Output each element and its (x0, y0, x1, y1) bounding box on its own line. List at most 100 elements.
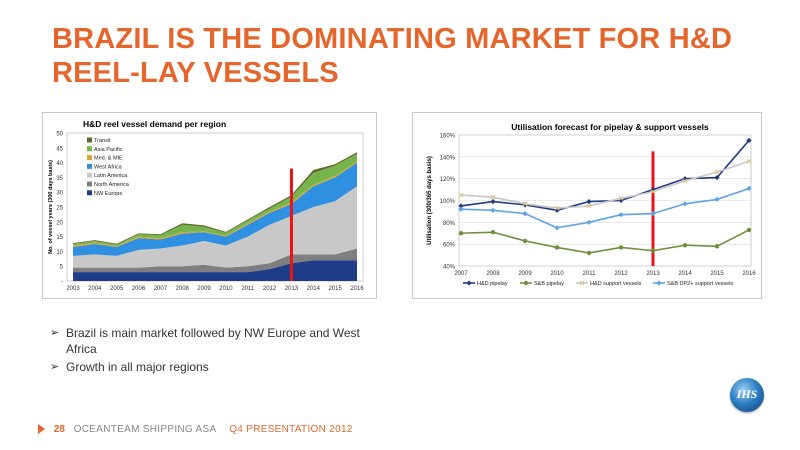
bullet-text: Growth in all major regions (66, 360, 209, 374)
x-tick-label: 2011 (241, 286, 255, 292)
x-tick-label: 2010 (550, 271, 564, 277)
x-tick-label: 2013 (285, 286, 299, 292)
legend-swatch (87, 172, 92, 178)
y-tick-label: 140% (440, 155, 456, 161)
data-point (682, 201, 688, 207)
utilisation-forecast-chart-svg: Utilisation forecast for pipelay & suppo… (427, 122, 756, 287)
data-point (618, 245, 624, 250)
x-tick-label: 2008 (486, 271, 500, 277)
footer: 28 OCEANTEAM SHIPPING ASA Q4 PRESENTATIO… (38, 424, 353, 435)
data-point (554, 205, 560, 211)
x-tick-label: 2011 (583, 271, 597, 277)
data-point (682, 243, 688, 248)
data-point (746, 137, 752, 144)
legend-swatch (87, 163, 92, 169)
data-point (466, 280, 472, 286)
legend-label: S&B DP2+ support vessels (667, 281, 733, 287)
x-tick-label: 2004 (88, 286, 102, 292)
y-tick-label: 50 (56, 132, 63, 138)
y-tick-label: 10 (56, 250, 63, 256)
data-point (586, 198, 592, 205)
y-tick-label: 80% (443, 221, 456, 227)
x-tick-label: 2012 (614, 271, 628, 277)
footer-presentation: Q4 PRESENTATION 2012 (229, 424, 353, 435)
area-series-west-africa (73, 162, 357, 256)
y-axis-label: No. of vessel years (300 days basis) (48, 160, 54, 254)
x-tick-label: 2015 (328, 286, 342, 292)
bullet-item: ➢ Growth in all major regions (50, 359, 380, 375)
data-point (458, 203, 464, 209)
y-tick-label: 100% (440, 199, 456, 205)
footer-company: OCEANTEAM SHIPPING ASA (73, 424, 217, 435)
data-point (490, 207, 496, 213)
x-tick-label: 2015 (710, 271, 724, 277)
y-tick-label: 160% (440, 134, 456, 140)
data-point (490, 198, 496, 205)
slide-title: BRAZIL IS THE DOMINATING MARKET FOR H&D … (52, 23, 733, 89)
area-series-north-america (73, 248, 357, 273)
data-point (682, 178, 688, 184)
data-point (586, 250, 592, 256)
data-point (714, 244, 720, 249)
utilisation-forecast-chart: Utilisation forecast for pipelay & suppo… (412, 112, 762, 299)
data-point (522, 211, 528, 217)
line-series-h-d-support-vessels (460, 160, 750, 209)
data-point (586, 219, 592, 225)
legend-swatch (87, 146, 92, 152)
bullet-item: ➢ Brazil is main market followed by NW E… (50, 325, 380, 357)
data-point (618, 212, 624, 218)
data-point (554, 245, 560, 250)
chart-title: Utilisation forecast for pipelay & suppo… (511, 122, 709, 132)
y-tick-label: 35 (56, 176, 63, 182)
data-point (458, 231, 464, 236)
data-point (650, 211, 656, 217)
area-series-nw-europe (73, 260, 357, 281)
y-tick-label: 45 (56, 146, 63, 152)
y-tick-label: 30 (56, 191, 63, 197)
x-tick-label: 2014 (678, 271, 692, 277)
data-point (458, 192, 464, 198)
page-number: 28 (53, 424, 65, 435)
y-axis-label: Utilisation (300/365 days basis) (427, 156, 433, 245)
legend-swatch (87, 181, 92, 187)
data-point (650, 189, 656, 195)
bullet-arrow-icon: ➢ (50, 361, 60, 373)
data-point (746, 227, 752, 233)
legend-label: S&B pipelay (534, 281, 564, 287)
data-point (586, 203, 592, 209)
line-series-s-b-pipelay (460, 229, 750, 254)
x-tick-label: 2006 (132, 286, 146, 292)
data-point (579, 280, 585, 286)
x-tick-label: 2010 (219, 286, 233, 292)
y-tick-label: 40% (443, 265, 456, 271)
x-tick-label: 2009 (197, 286, 211, 292)
regional-demand-chart-svg: H&D reel vessel demand per region - 5 10 15 2… (48, 119, 364, 292)
data-point (523, 280, 529, 286)
x-tick-label: 2005 (110, 286, 124, 292)
legend-label: West Africa (94, 164, 123, 170)
x-tick-label: 2013 (646, 271, 660, 277)
y-tick-label: 5 (60, 265, 64, 271)
data-point (714, 174, 720, 181)
bullet-arrow-icon: ➢ (50, 327, 60, 339)
y-tick-label: 15 (56, 235, 63, 241)
data-point (522, 201, 528, 207)
y-tick-label: 120% (440, 177, 456, 183)
bullet-list: ➢ Brazil is main market followed by NW E… (50, 325, 380, 377)
data-point (714, 196, 720, 203)
y-tick-label: 20 (56, 220, 63, 226)
x-tick-label: 2009 (518, 271, 532, 277)
y-tick-label: 25 (56, 206, 63, 212)
data-point (746, 158, 752, 164)
legend-label: H&D support vessels (590, 281, 642, 287)
data-point (522, 238, 528, 244)
legend-label: North America (94, 182, 130, 188)
chart-title: H&D reel vessel demand per region (83, 119, 226, 129)
legend-label: Transit (94, 138, 111, 144)
legend-swatch (87, 190, 92, 196)
data-point (656, 280, 662, 286)
y-tick-label: 40 (56, 161, 63, 167)
footer-triangle-icon (38, 424, 45, 435)
legend-label: Asia Pacific (94, 147, 123, 153)
data-point (490, 229, 496, 235)
